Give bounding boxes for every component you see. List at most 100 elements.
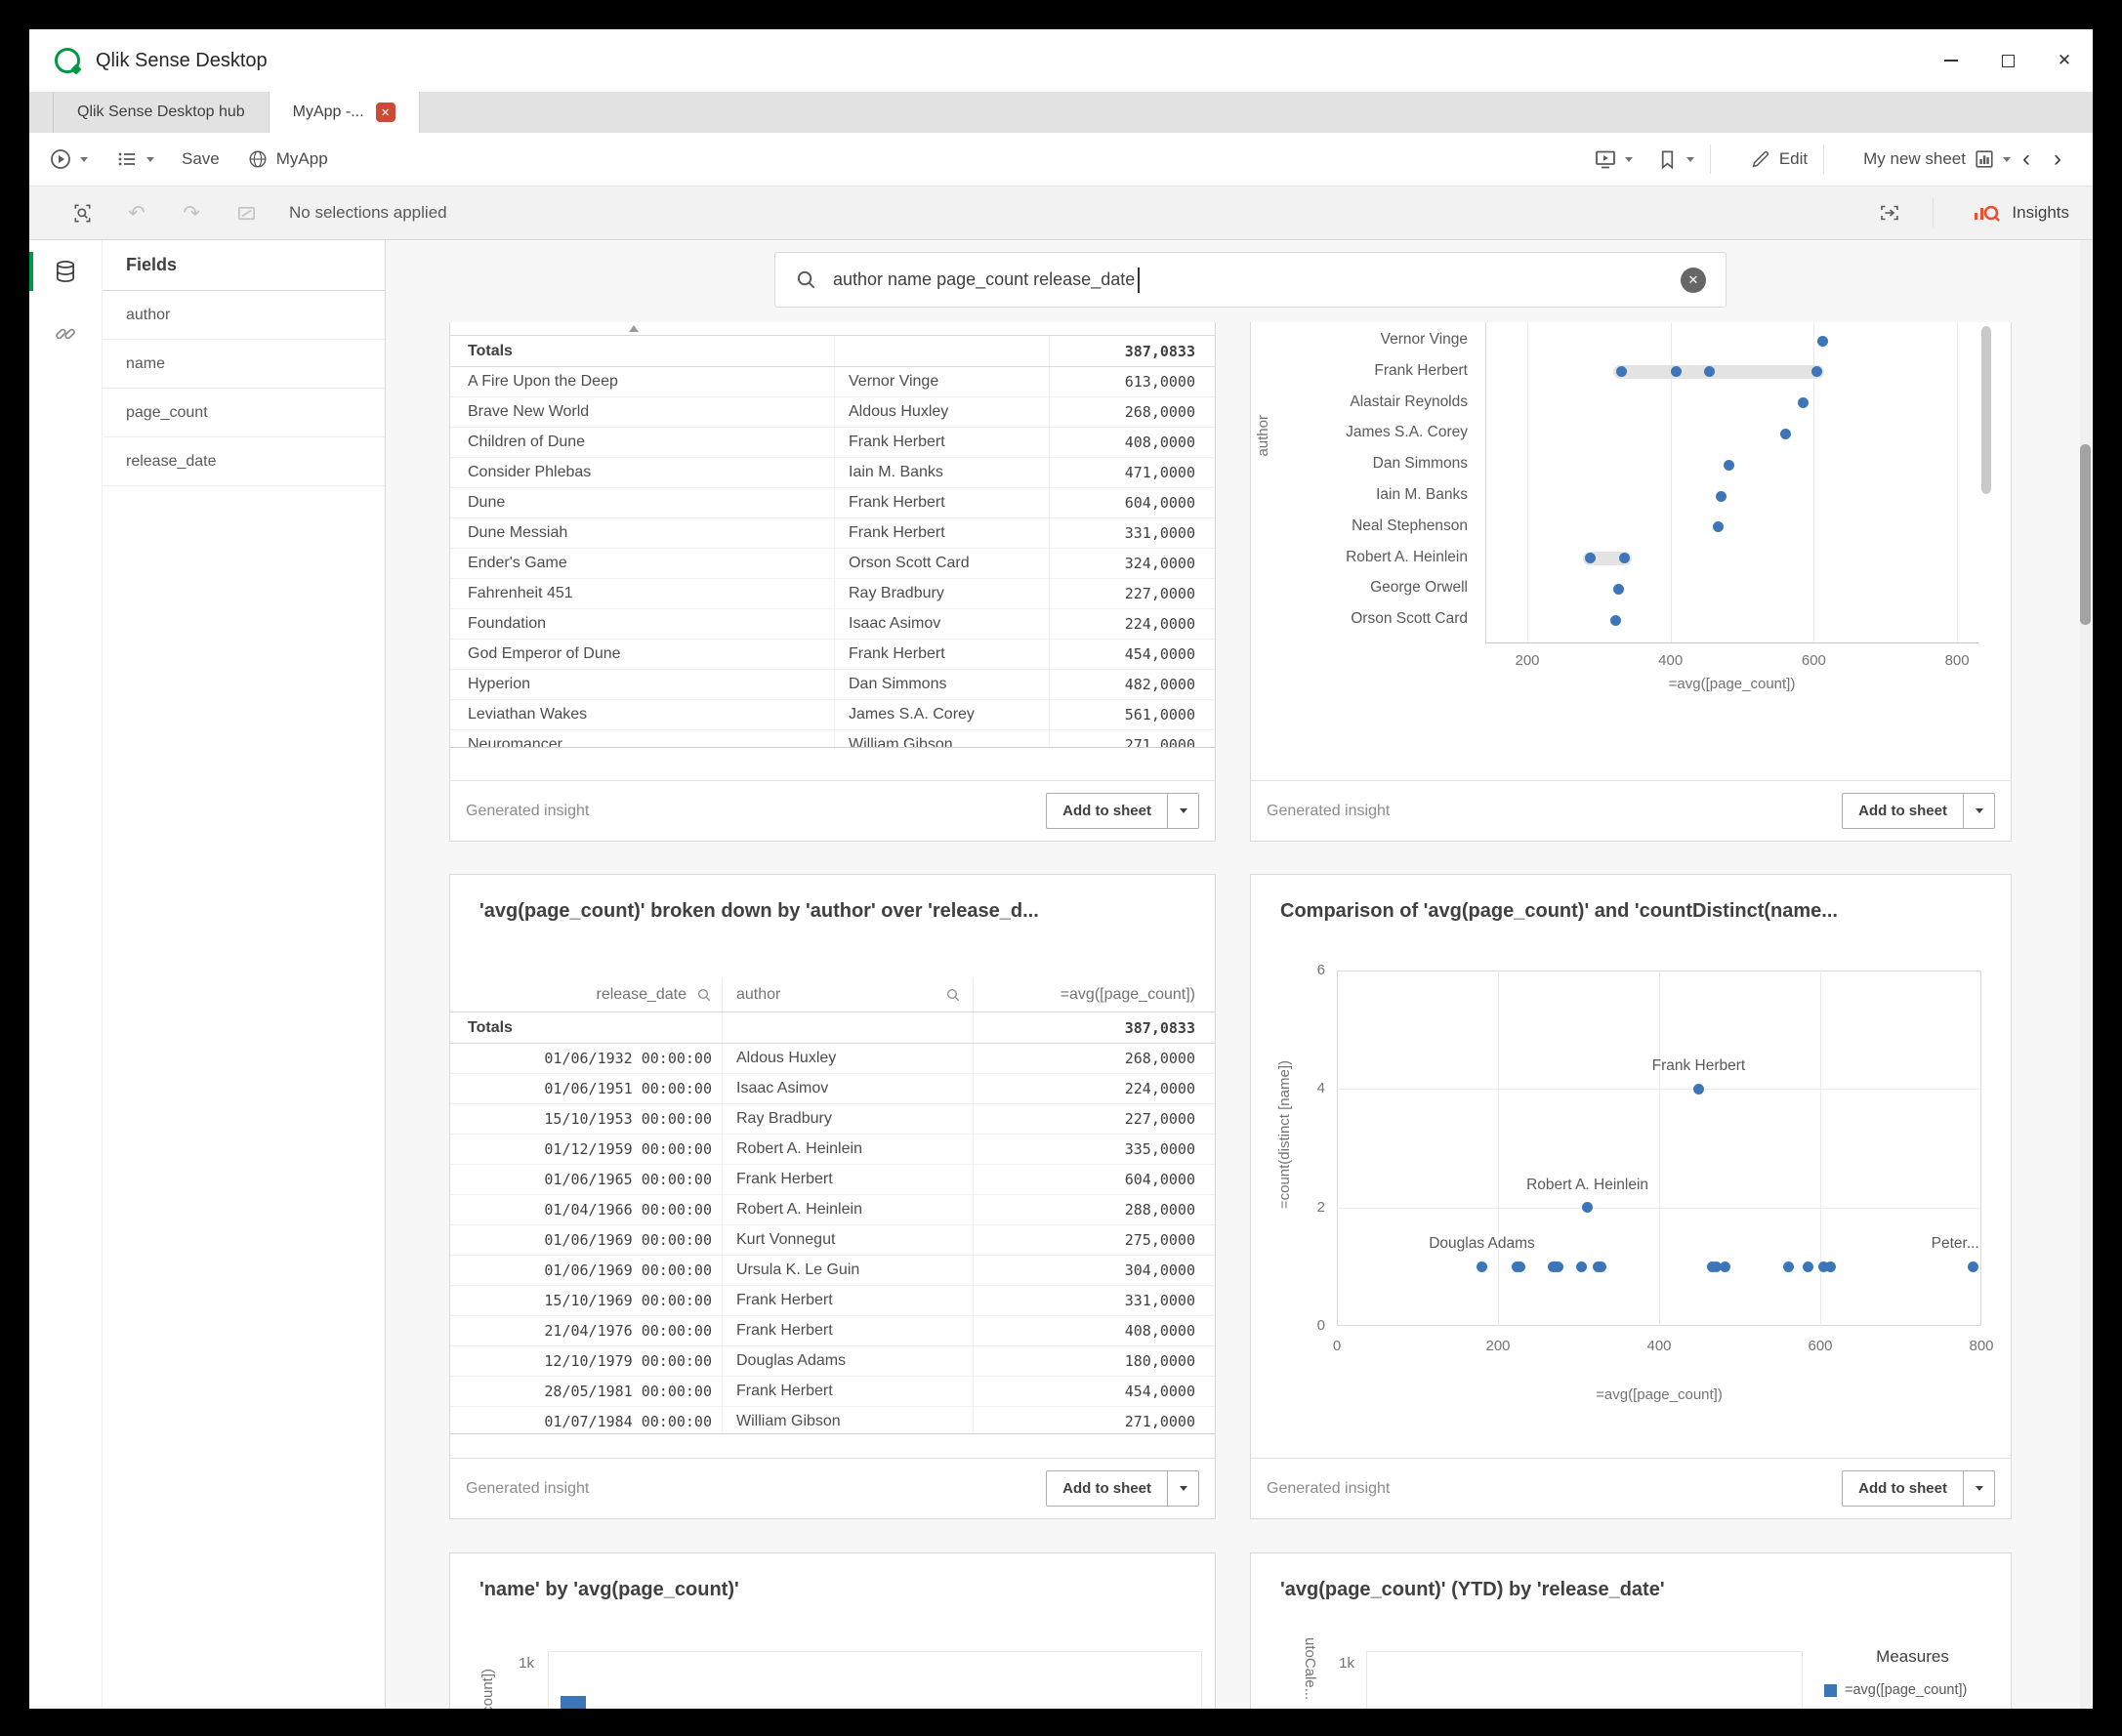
next-sheet-button[interactable]: › [2042,147,2073,171]
table-row[interactable]: 01/06/1932 00:00:00 Aldous Huxley 268,0000 [450,1044,1215,1074]
table-row[interactable]: Brave New World Aldous Huxley 268,0000 [450,397,1215,428]
tab-close-button[interactable]: ✕ [375,103,395,122]
search-icon[interactable] [945,987,961,1003]
previous-sheet-button[interactable]: ‹ [2011,147,2042,171]
table-row[interactable]: God Emperor of Dune Frank Herbert 454,0000 [450,640,1215,670]
clear-search-button[interactable]: ✕ [1681,267,1706,293]
data-point[interactable] [1797,397,1809,409]
table-row[interactable]: A Fire Upon the Deep Vernor Vinge 613,0000 [450,367,1215,397]
minimize-button[interactable] [1923,29,1979,92]
data-point[interactable] [1585,553,1597,564]
table-row[interactable]: Neuromancer William Gibson 271,0000 [450,730,1215,747]
sheet-selector-button[interactable]: My new sheet [1863,148,2011,170]
data-point[interactable] [1716,490,1727,502]
table-row[interactable]: 01/04/1966 00:00:00 Robert A. Heinlein 288… [450,1195,1215,1225]
data-point[interactable] [1783,1261,1795,1272]
data-point[interactable] [1582,1202,1594,1214]
data-point[interactable] [1692,1083,1704,1095]
app-options-button[interactable] [115,147,154,171]
field-item-release_date[interactable]: release_date [103,437,385,486]
tab-myapp[interactable]: MyApp -... ✕ [269,92,420,133]
bar[interactable] [561,1696,586,1709]
table-row[interactable]: 15/10/1969 00:00:00 Frank Herbert 331,0000 [450,1286,1215,1316]
table-row[interactable]: Fahrenheit 451 Ray Bradbury 227,0000 [450,579,1215,609]
table-row[interactable]: 01/06/1965 00:00:00 Frank Herbert 604,0000 [450,1165,1215,1195]
data-point[interactable] [1825,1261,1837,1272]
add-to-sheet-dropdown[interactable] [1168,1470,1199,1507]
table-row[interactable]: 21/04/1976 00:00:00 Frank Herbert 408,0000 [450,1316,1215,1346]
add-to-sheet-dropdown[interactable] [1964,1470,1995,1507]
data-point[interactable] [1671,366,1683,378]
data-point[interactable] [1613,583,1625,595]
storytelling-button[interactable] [1594,147,1633,171]
insights-search-bar[interactable]: author name page_count release_date ✕ [774,252,1727,308]
data-point[interactable] [1720,1261,1731,1272]
close-button[interactable]: ✕ [2036,29,2093,92]
field-item-name[interactable]: name [103,340,385,389]
table-row[interactable]: Foundation Isaac Asimov 224,0000 [450,609,1215,640]
table-row[interactable]: Children of Dune Frank Herbert 408,0000 [450,428,1215,458]
column-header-release-date[interactable]: release_date [450,977,722,1012]
table-row[interactable]: 01/12/1959 00:00:00 Robert A. Heinlein 335… [450,1135,1215,1165]
vertical-scrollbar[interactable] [2080,444,2091,625]
chart-scrollbar[interactable] [1981,326,1991,494]
column-header-author[interactable]: author [722,977,973,1012]
field-item-page_count[interactable]: page_count [103,389,385,437]
data-point[interactable] [1803,1261,1814,1272]
data-point[interactable] [1817,335,1829,347]
data-point[interactable] [1968,1261,1979,1272]
data-point[interactable] [1618,553,1630,564]
data-point[interactable] [1810,366,1822,378]
table-row[interactable]: Dune Frank Herbert 604,0000 [450,488,1215,518]
add-to-sheet-button[interactable]: Add to sheet [1842,793,1964,829]
add-to-sheet-button[interactable]: Add to sheet [1046,1470,1168,1507]
search-input[interactable]: author name page_count release_date [833,269,1136,289]
data-point[interactable] [1596,1261,1607,1272]
data-point[interactable] [1703,366,1715,378]
edit-button[interactable]: Edit [1750,148,1808,170]
table-row[interactable]: Ender's Game Orson Scott Card 324,0000 [450,549,1215,579]
table-header-clipped[interactable] [450,322,1215,336]
tab-hub[interactable]: Qlik Sense Desktop hub [53,92,270,133]
bookmarks-button[interactable] [1656,148,1694,171]
data-point[interactable] [1553,1261,1564,1272]
table-row[interactable]: Leviathan Wakes James S.A. Corey 561,0000 [450,700,1215,730]
smart-search-step-button[interactable] [1862,186,1917,239]
step-forward-button[interactable]: ↷ [164,186,219,239]
table-row[interactable]: 15/10/1953 00:00:00 Ray Bradbury 227,0000 [450,1104,1215,1135]
table-row[interactable]: 01/06/1969 00:00:00 Ursula K. Le Guin 304,… [450,1256,1215,1286]
table-row[interactable]: Hyperion Dan Simmons 482,0000 [450,670,1215,700]
data-point[interactable] [1576,1261,1588,1272]
table-row[interactable]: Consider Phlebas Iain M. Banks 471,0000 [450,458,1215,488]
table-row[interactable]: 12/10/1979 00:00:00 Douglas Adams 180,0000 [450,1346,1215,1377]
table-row[interactable]: 28/05/1981 00:00:00 Frank Herbert 454,0000 [450,1377,1215,1407]
legend-item[interactable]: =avg([page_count]) [1822,1682,2003,1698]
associations-button[interactable] [29,303,102,365]
data-manager-button[interactable] [29,240,102,303]
table-row[interactable]: 01/06/1969 00:00:00 Kurt Vonnegut 275,0000 [450,1225,1215,1256]
table-row[interactable]: 01/06/1951 00:00:00 Isaac Asimov 224,0000 [450,1074,1215,1104]
navigation-menu-button[interactable] [49,147,88,171]
data-point[interactable] [1514,1261,1525,1272]
data-point[interactable] [1724,459,1735,471]
insights-button[interactable]: Insights [1949,186,2093,239]
maximize-button[interactable] [1979,29,2036,92]
table-row[interactable]: 01/07/1984 00:00:00 William Gibson 271,000… [450,1407,1215,1433]
data-point[interactable] [1615,366,1627,378]
save-button[interactable]: Save [182,149,220,168]
app-name-button[interactable]: MyApp [247,148,328,170]
selections-search-button[interactable] [55,186,109,239]
data-point[interactable] [1712,521,1724,533]
add-to-sheet-dropdown[interactable] [1964,793,1995,829]
data-point[interactable] [1780,428,1792,439]
column-header-measure[interactable]: =avg([page_count]) [973,977,1215,1012]
vertical-scrollbar-track[interactable] [2080,240,2091,1709]
data-point[interactable] [1711,1261,1723,1272]
step-back-button[interactable]: ↶ [109,186,164,239]
data-point[interactable] [1477,1261,1487,1272]
data-point[interactable] [1610,614,1622,626]
add-to-sheet-button[interactable]: Add to sheet [1842,1470,1964,1507]
add-to-sheet-button[interactable]: Add to sheet [1046,793,1168,829]
table-row[interactable]: Dune Messiah Frank Herbert 331,0000 [450,518,1215,549]
add-to-sheet-dropdown[interactable] [1168,793,1199,829]
